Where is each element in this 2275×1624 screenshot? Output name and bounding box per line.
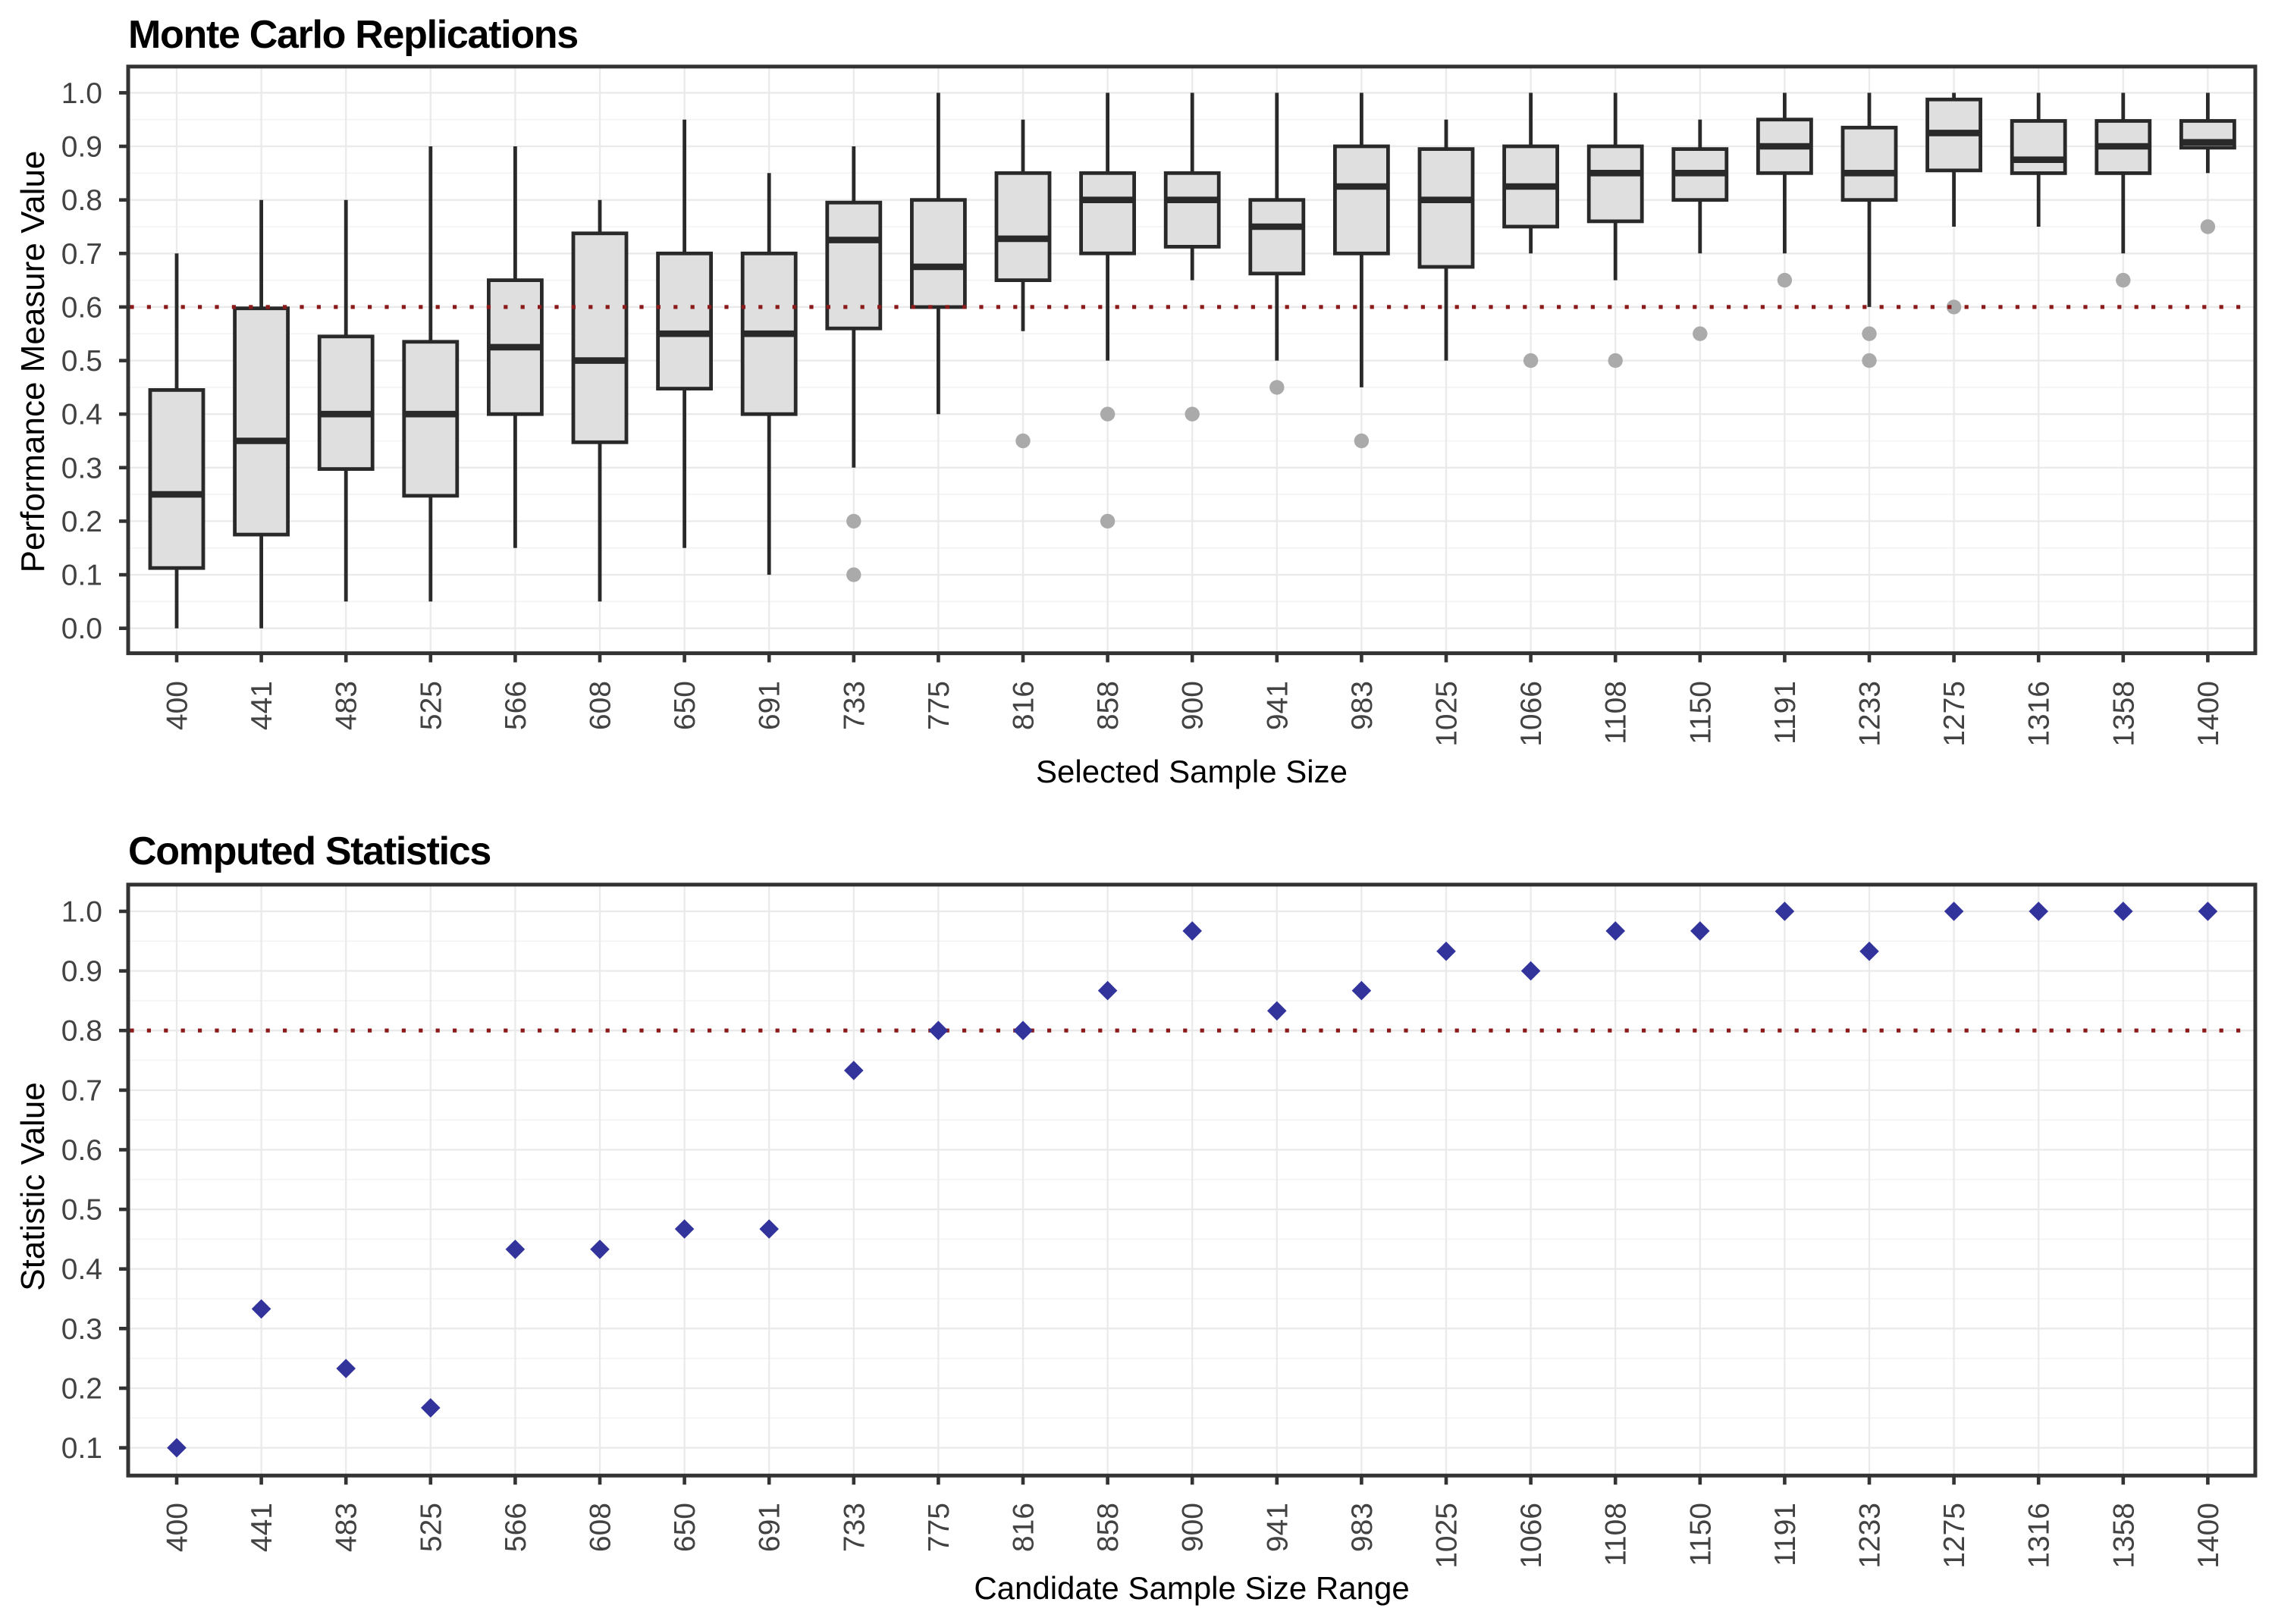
svg-text:566: 566 xyxy=(500,1503,532,1552)
svg-text:0.1: 0.1 xyxy=(61,1432,102,1465)
svg-text:0.6: 0.6 xyxy=(61,1134,102,1167)
svg-text:Selected Sample Size: Selected Sample Size xyxy=(1036,754,1348,789)
svg-text:733: 733 xyxy=(838,1503,871,1552)
svg-text:1358: 1358 xyxy=(2107,1503,2140,1569)
svg-text:441: 441 xyxy=(246,681,278,730)
svg-text:566: 566 xyxy=(500,681,532,730)
svg-text:525: 525 xyxy=(415,681,447,730)
svg-text:525: 525 xyxy=(415,1503,447,1552)
svg-text:650: 650 xyxy=(669,681,701,730)
svg-text:775: 775 xyxy=(923,1503,956,1552)
svg-text:691: 691 xyxy=(754,1503,786,1552)
svg-text:400: 400 xyxy=(162,1503,194,1552)
svg-text:816: 816 xyxy=(1008,1503,1040,1552)
svg-text:0.3: 0.3 xyxy=(61,452,102,484)
svg-text:1150: 1150 xyxy=(1684,1503,1717,1566)
svg-text:775: 775 xyxy=(923,681,956,730)
svg-text:0.9: 0.9 xyxy=(61,955,102,988)
svg-text:0.2: 0.2 xyxy=(61,1373,102,1406)
svg-text:483: 483 xyxy=(331,681,363,730)
svg-text:483: 483 xyxy=(331,1503,363,1552)
svg-text:1066: 1066 xyxy=(1515,681,1548,747)
svg-text:983: 983 xyxy=(1346,1503,1379,1552)
svg-text:0.4: 0.4 xyxy=(61,399,102,431)
svg-text:0.0: 0.0 xyxy=(61,613,102,645)
svg-text:900: 900 xyxy=(1177,1503,1210,1552)
svg-text:Candidate Sample Size Range: Candidate Sample Size Range xyxy=(974,1570,1409,1606)
svg-text:441: 441 xyxy=(246,1503,278,1552)
svg-text:1.0: 1.0 xyxy=(61,77,102,110)
svg-text:941: 941 xyxy=(1261,1503,1294,1552)
svg-text:1400: 1400 xyxy=(2192,1503,2225,1569)
svg-text:608: 608 xyxy=(585,1503,617,1552)
svg-text:1191: 1191 xyxy=(1769,1503,1802,1566)
svg-text:941: 941 xyxy=(1261,681,1294,730)
svg-text:1.0: 1.0 xyxy=(61,896,102,929)
svg-text:1358: 1358 xyxy=(2107,681,2140,747)
svg-text:1066: 1066 xyxy=(1515,1503,1548,1569)
svg-text:0.4: 0.4 xyxy=(61,1253,102,1286)
svg-text:650: 650 xyxy=(669,1503,701,1552)
svg-text:0.8: 0.8 xyxy=(61,1015,102,1048)
svg-text:983: 983 xyxy=(1346,681,1379,730)
svg-text:1233: 1233 xyxy=(1854,1503,1887,1569)
svg-text:1108: 1108 xyxy=(1600,681,1633,745)
svg-text:1191: 1191 xyxy=(1769,681,1802,745)
svg-text:1150: 1150 xyxy=(1684,681,1717,745)
svg-text:1316: 1316 xyxy=(2023,681,2056,747)
svg-text:1108: 1108 xyxy=(1600,1503,1633,1566)
svg-text:0.7: 0.7 xyxy=(61,1074,102,1107)
svg-text:0.5: 0.5 xyxy=(61,1194,102,1227)
svg-text:1400: 1400 xyxy=(2192,681,2225,747)
svg-text:0.9: 0.9 xyxy=(61,131,102,164)
svg-text:0.1: 0.1 xyxy=(61,560,102,592)
svg-text:0.2: 0.2 xyxy=(61,506,102,538)
svg-text:0.8: 0.8 xyxy=(61,184,102,217)
svg-text:816: 816 xyxy=(1008,681,1040,730)
svg-text:0.7: 0.7 xyxy=(61,238,102,271)
svg-text:1025: 1025 xyxy=(1431,681,1464,747)
svg-text:858: 858 xyxy=(1092,1503,1125,1552)
svg-text:1316: 1316 xyxy=(2023,1503,2056,1569)
svg-text:900: 900 xyxy=(1177,681,1210,730)
svg-text:Performance Measure Value: Performance Measure Value xyxy=(14,151,52,573)
svg-text:1025: 1025 xyxy=(1431,1503,1464,1569)
svg-text:608: 608 xyxy=(585,681,617,730)
svg-text:Monte Carlo Replications: Monte Carlo Replications xyxy=(128,13,578,57)
svg-text:0.6: 0.6 xyxy=(61,291,102,324)
svg-text:0.5: 0.5 xyxy=(61,345,102,378)
svg-text:Statistic Value: Statistic Value xyxy=(14,1082,52,1291)
svg-text:1275: 1275 xyxy=(1938,1503,1971,1569)
svg-text:Computed Statistics: Computed Statistics xyxy=(128,829,491,873)
svg-text:733: 733 xyxy=(838,681,871,730)
svg-text:858: 858 xyxy=(1092,681,1125,730)
svg-text:1233: 1233 xyxy=(1854,681,1887,747)
svg-text:1275: 1275 xyxy=(1938,681,1971,747)
svg-text:691: 691 xyxy=(754,681,786,730)
svg-text:0.3: 0.3 xyxy=(61,1313,102,1346)
svg-text:400: 400 xyxy=(162,681,194,730)
